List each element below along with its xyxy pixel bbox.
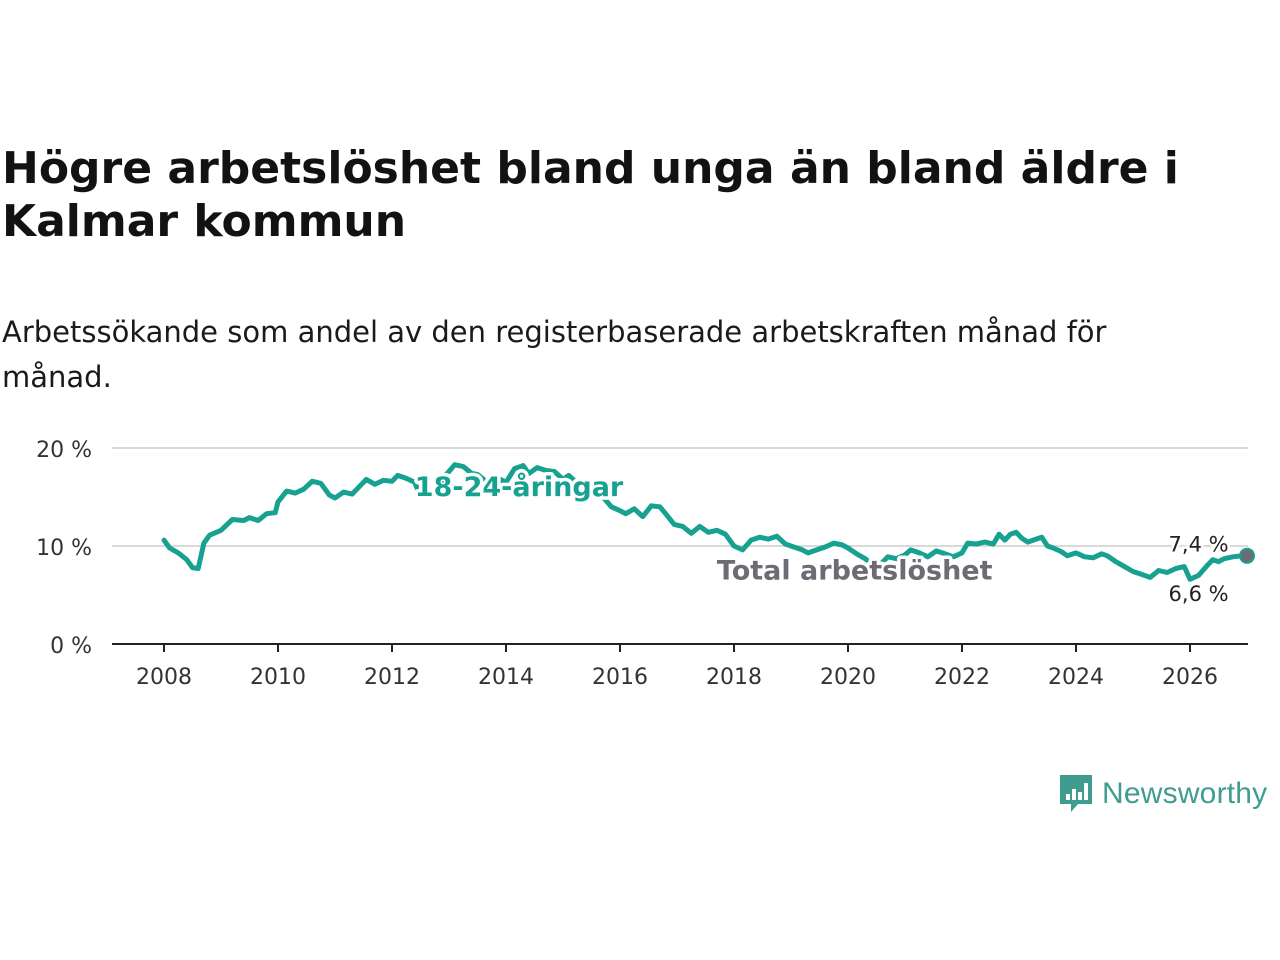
x-tick-label: 2014 <box>478 665 534 690</box>
end-label-total: 6,6 % <box>1169 582 1229 606</box>
x-tick-label: 2020 <box>820 665 876 690</box>
x-tick-label: 2018 <box>706 665 762 690</box>
series-label-total: Total arbetslöshet <box>717 555 993 586</box>
y-tick-label: 10 % <box>36 536 92 561</box>
x-tick-label: 2022 <box>934 665 990 690</box>
brand-logo[interactable]: Newsworthy <box>1058 770 1267 818</box>
brand-name: Newsworthy <box>1102 777 1268 810</box>
axes: 0 % 10 % 20 % 2008 2010 2012 2014 2016 2018 2020 2… <box>36 438 1248 690</box>
x-tick-label: 2012 <box>364 665 420 690</box>
chart-title: Högre arbetslöshet bland unga än bland ä… <box>2 143 1179 247</box>
y-tick-label: 0 % <box>50 634 92 659</box>
newsworthy-logo-icon <box>1060 775 1092 812</box>
x-tick-label: 2024 <box>1048 665 1104 690</box>
series-labels: 18-24-åringar Total arbetslöshet 7,4 % 6,6 … <box>411 468 1231 609</box>
line-chart: 0 % 10 % 20 % 2008 2010 2012 2014 2016 2018 2020 2… <box>36 438 1255 690</box>
x-tick-label: 2026 <box>1162 665 1218 690</box>
x-tick-label: 2010 <box>250 665 306 690</box>
gridlines <box>112 447 1248 547</box>
end-label-youth: 7,4 % <box>1169 532 1229 556</box>
y-tick-label: 20 % <box>36 438 92 463</box>
x-tick-label: 2008 <box>136 665 192 690</box>
end-point-total <box>1241 549 1253 562</box>
series-line-youth <box>161 462 1250 582</box>
series-label-youth: 18-24-åringar <box>415 471 624 503</box>
x-tick-label: 2016 <box>592 665 648 690</box>
series-lines <box>161 462 1255 582</box>
chart-subtitle: Arbetssökande som andel av den registerb… <box>2 315 1107 394</box>
